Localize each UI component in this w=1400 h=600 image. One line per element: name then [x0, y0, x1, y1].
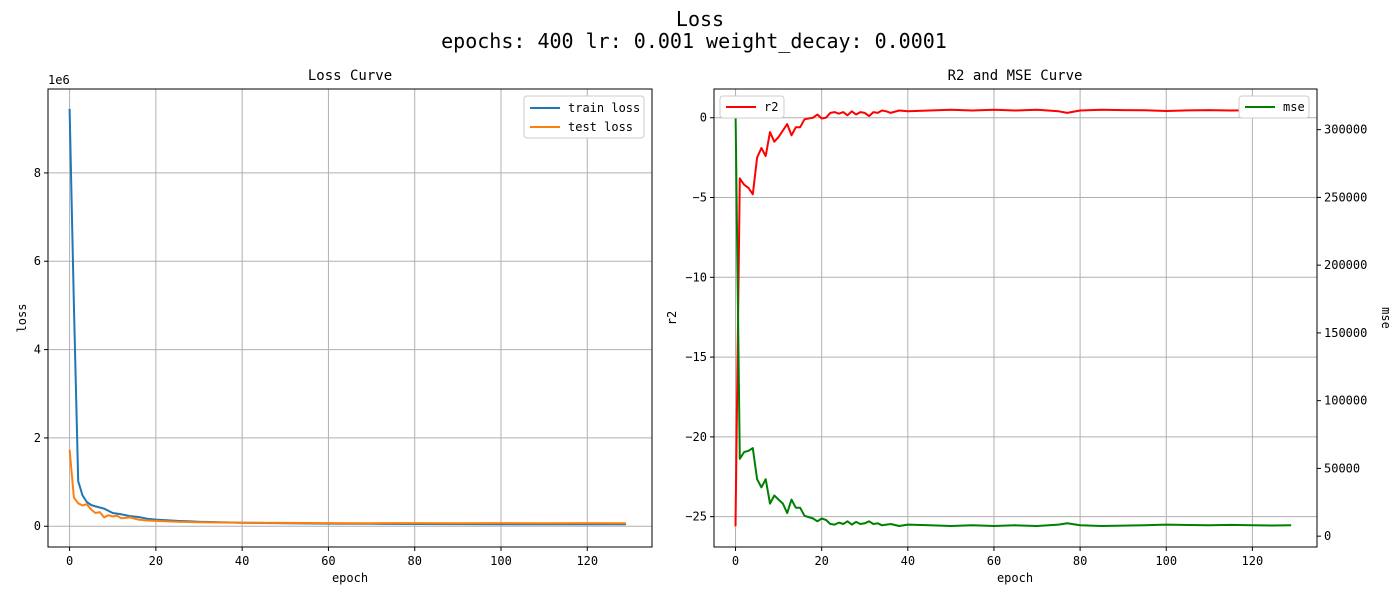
loss-chart-title: Loss Curve	[308, 68, 392, 84]
mse-legend: mse	[1238, 95, 1310, 119]
y-right-tick-label: 200000	[1324, 258, 1367, 272]
r2-chart-lines	[734, 107, 1292, 527]
y-tick-label: 2	[34, 431, 41, 445]
x-tick-label: 80	[1073, 554, 1087, 568]
r2-chart-grid	[714, 89, 1317, 547]
loss-chart-xlabel: epoch	[332, 571, 368, 585]
r2-chart-frame	[713, 88, 1318, 548]
loss-curve-chart: Loss Curve 0 20 40 60 80 100 120 0 2 4 6 8 1e6 epoc…	[15, 68, 653, 585]
y-tick-label: −10	[685, 270, 707, 284]
y-right-tick-label: 150000	[1324, 326, 1367, 340]
x-tick-label: 60	[987, 554, 1001, 568]
loss-chart-legend: train loss test loss	[523, 95, 645, 139]
x-tick-label: 0	[66, 554, 73, 568]
r2-legend: r2	[719, 95, 785, 119]
x-tick-label: 80	[407, 554, 421, 568]
x-tick-label: 0	[732, 554, 739, 568]
x-tick-label: 40	[901, 554, 915, 568]
y-tick-label: 0	[34, 519, 41, 533]
x-tick-label: 100	[1155, 554, 1177, 568]
y-right-tick-label: 250000	[1324, 190, 1367, 204]
legend-label-r2: r2	[764, 100, 778, 114]
y-tick-label: 6	[34, 254, 41, 268]
series-line-mse	[734, 107, 1292, 527]
legend-label-train-loss: train loss	[568, 101, 640, 115]
r2-chart-xlabel: epoch	[997, 571, 1033, 585]
r2-chart-ylabel: r2	[665, 311, 679, 325]
x-tick-label: 40	[235, 554, 249, 568]
y-tick-label: 0	[700, 111, 707, 125]
r2-chart-ticks: 0 20 40 60 80 100 120 0 −5 −10 −15 −20 −25 0 50000 1000…	[685, 111, 1367, 568]
x-tick-label: 20	[814, 554, 828, 568]
r2-mse-curve-chart: R2 and MSE Curve 0 20 40 60 80 100 120 0 −5 −10 −1…	[665, 68, 1393, 585]
series-line-train-loss	[68, 108, 627, 526]
x-tick-label: 20	[149, 554, 163, 568]
figure-subtitle: epochs: 400 lr: 0.001 weight_decay: 0.00…	[441, 29, 947, 53]
series-line-r2	[734, 108, 1292, 527]
y-tick-label: −5	[693, 191, 707, 205]
y-right-tick-label: 300000	[1324, 123, 1367, 137]
y-tick-label: 4	[34, 343, 41, 357]
x-tick-label: 60	[321, 554, 335, 568]
series-line-test-loss	[68, 449, 627, 525]
y-right-tick-label: 0	[1324, 529, 1331, 543]
loss-chart-ylabel: loss	[15, 304, 29, 333]
y-right-tick-label: 50000	[1324, 461, 1360, 475]
legend-label-test-loss: test loss	[568, 120, 633, 134]
x-tick-label: 100	[490, 554, 512, 568]
legend-label-mse: mse	[1283, 100, 1305, 114]
x-tick-label: 120	[576, 554, 598, 568]
r2-chart-title: R2 and MSE Curve	[948, 68, 1083, 84]
mse-chart-ylabel: mse	[1379, 307, 1393, 329]
loss-chart-grid	[48, 89, 652, 547]
loss-chart-frame	[47, 88, 653, 548]
x-tick-label: 120	[1242, 554, 1264, 568]
loss-chart-ticks: 0 20 40 60 80 100 120 0 2 4 6 8	[34, 166, 598, 568]
y-tick-label: 8	[34, 166, 41, 180]
y-tick-label: −25	[685, 510, 707, 524]
y-tick-label: −15	[685, 350, 707, 364]
y-right-tick-label: 100000	[1324, 394, 1367, 408]
loss-chart-lines	[68, 108, 627, 526]
figure-title: Loss	[676, 7, 724, 31]
y-tick-label: −20	[685, 430, 707, 444]
loss-chart-offset-label: 1e6	[48, 73, 70, 87]
